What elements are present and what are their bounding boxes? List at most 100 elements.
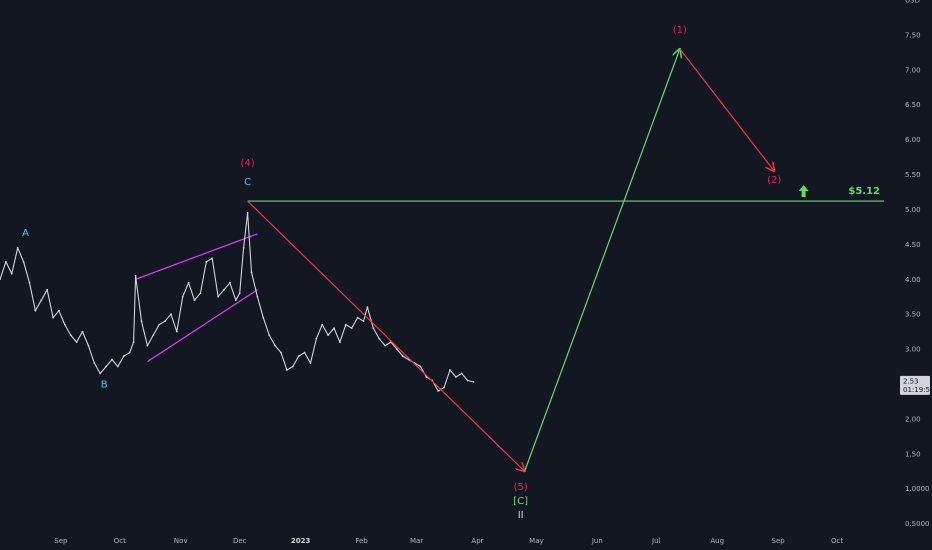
price-point — [291, 365, 294, 368]
last-price-label: 2.53 — [903, 377, 919, 385]
wave-label: (4) — [240, 158, 254, 169]
price-point — [111, 358, 113, 361]
up-arrow-icon — [798, 184, 809, 197]
price-point — [16, 246, 19, 249]
price-point — [146, 344, 149, 347]
price-point — [228, 281, 231, 284]
y-tick-label: 6.00 — [905, 136, 921, 144]
y-tick-label: 1.0000 — [905, 485, 930, 493]
price-point — [443, 386, 445, 389]
price-point — [274, 344, 276, 347]
price-point — [116, 365, 119, 368]
price-point — [362, 320, 365, 323]
y-tick-label: 0.5000 — [905, 520, 930, 528]
price-point — [242, 246, 245, 249]
target-level-label: $5.12 — [848, 186, 880, 197]
price-point — [366, 306, 369, 309]
price-point — [449, 369, 451, 371]
x-tick-label: Oct — [831, 537, 843, 545]
price-point — [285, 369, 288, 371]
x-tick-label: May — [529, 537, 543, 545]
last-price-tag — [900, 375, 930, 395]
price-point — [158, 323, 161, 326]
y-axis[interactable]: 0.50001.00001.502.002.503.003.504.004.50… — [900, 0, 932, 528]
wave-label: B — [101, 379, 108, 390]
price-point — [460, 372, 463, 375]
price-point — [211, 257, 214, 260]
x-tick-label: Apr — [471, 537, 483, 545]
price-point — [170, 313, 172, 316]
wave-label: (1) — [673, 25, 687, 36]
price-point — [472, 380, 475, 383]
price-point — [250, 271, 253, 274]
price-point — [401, 355, 404, 357]
price-point — [81, 330, 84, 333]
price-point — [223, 288, 225, 291]
y-tick-label: 7.00 — [905, 66, 921, 74]
wave-label: C — [244, 177, 251, 188]
price-point — [238, 292, 241, 295]
y-tick-label: 3.00 — [905, 346, 921, 354]
price-point — [34, 309, 37, 312]
x-tick-label: Dec — [233, 537, 247, 545]
x-tick-label: Jun — [591, 537, 603, 545]
price-point — [105, 365, 108, 368]
wave-label: A — [22, 228, 29, 239]
price-point — [193, 299, 196, 302]
wave-label: II — [518, 510, 524, 521]
price-point — [63, 323, 66, 326]
price-point — [93, 362, 96, 364]
price-point — [454, 376, 457, 378]
y-tick-label: 5.00 — [905, 206, 921, 214]
projection-line-2[interactable] — [524, 49, 680, 472]
plot-area[interactable] — [0, 49, 884, 471]
channel-line-1[interactable] — [135, 233, 258, 280]
y-tick-label: 3.50 — [905, 311, 921, 319]
y-tick-label: 1.50 — [905, 450, 921, 458]
x-axis[interactable]: Sep Oct Nov Dec 2023 Feb Mar Apr May Jun Jul Aug Sep… — [54, 537, 843, 545]
channel-line-2[interactable] — [147, 289, 258, 363]
projection-line-3[interactable] — [679, 48, 774, 171]
price-point — [297, 355, 300, 357]
price-point — [187, 281, 190, 284]
price-point — [350, 327, 353, 330]
price-point — [134, 274, 137, 277]
price-point — [234, 299, 237, 302]
x-tick-label: Sep — [54, 537, 68, 545]
wave-label: (5) — [514, 482, 528, 493]
price-point — [321, 323, 324, 326]
price-point — [384, 344, 387, 347]
x-tick-label: Sep — [772, 537, 786, 545]
price-point — [75, 341, 78, 343]
x-tick-label: Jul — [651, 537, 661, 545]
price-point — [0, 278, 1, 281]
price-point — [205, 260, 208, 263]
price-point — [437, 390, 440, 392]
price-series-line[interactable] — [0, 212, 474, 392]
price-point — [152, 334, 155, 337]
price-point — [303, 351, 306, 354]
price-point — [339, 341, 341, 343]
price-point — [315, 337, 318, 340]
y-tick-label: 5.50 — [905, 171, 921, 179]
price-point — [40, 299, 43, 302]
x-tick-label: Aug — [710, 537, 724, 545]
price-point — [69, 334, 72, 337]
projection-line-1[interactable] — [247, 200, 525, 471]
price-point — [181, 295, 184, 298]
price-point — [262, 316, 265, 319]
price-point — [28, 281, 31, 284]
price-point — [466, 379, 469, 382]
price-point — [356, 316, 359, 319]
price-point — [10, 272, 13, 275]
price-point — [175, 330, 178, 333]
price-point — [128, 351, 131, 354]
price-point — [372, 327, 375, 330]
price-point — [58, 309, 60, 312]
y-tick-label: 2.00 — [905, 415, 921, 423]
price-point — [164, 320, 166, 323]
price-point — [132, 341, 135, 343]
y-tick-label: 4.00 — [905, 276, 921, 284]
